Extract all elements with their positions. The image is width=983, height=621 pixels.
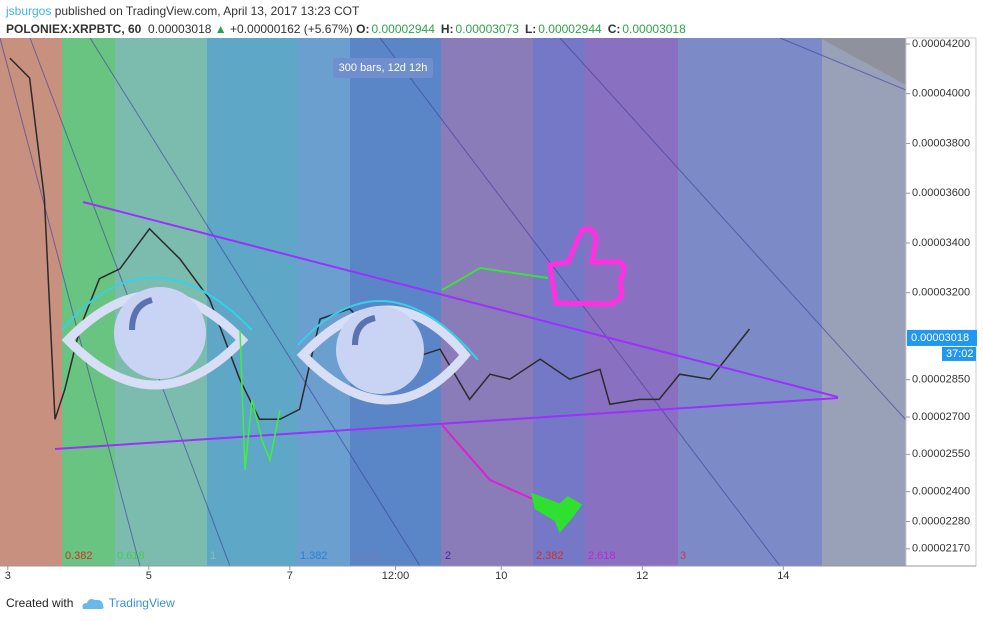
chart: 300 bars, 12d 12h 0.00002170 0.00002280 0.… (0, 37, 977, 582)
y-tick-label: 0.00002550 (912, 448, 970, 460)
y-tick-label: 0.00003600 (912, 187, 970, 199)
x-tick-label: 12:00 (382, 570, 410, 582)
fib-label: 2.382 (536, 550, 564, 562)
fib-label: 3 (680, 550, 686, 562)
symbol: POLONIEX:XRPBTC, 60 (6, 22, 142, 36)
drawings (54, 201, 839, 533)
ohlc-value: 0.00002944 (538, 22, 602, 36)
countdown: 37:02 (946, 348, 974, 360)
bars-note: 300 bars, 12d 12h (339, 62, 428, 74)
y-tick-label: 0.00002850 (912, 374, 970, 386)
y-tick-label: 0.00002700 (912, 411, 970, 423)
y-tick-label: 0.00002170 (912, 543, 970, 555)
fib-zones (0, 38, 906, 566)
fib-label: 1.618 (353, 550, 381, 562)
created-with: Created with (6, 596, 74, 610)
y-axis-panel (905, 37, 977, 567)
logo (82, 598, 104, 609)
last-price-label: 0.00003018 (911, 332, 969, 344)
footer: Created with TradingView (6, 596, 175, 611)
y-tick-label: 0.00004000 (912, 88, 970, 100)
y-tick-label: 0.00003200 (912, 287, 970, 299)
fib-label: 1 (210, 550, 216, 562)
fib-label: 0.382 (65, 550, 93, 562)
ohlc-value: 0.00003018 (622, 22, 686, 36)
x-tick-label: 5 (146, 570, 152, 582)
countdown-bg (942, 346, 976, 361)
x-tick-label: 12 (636, 570, 648, 582)
published: published on TradingView.com, April 13, … (54, 4, 360, 18)
x-tick-label: 3 (5, 570, 11, 582)
ohlc-label: H: (440, 22, 454, 36)
y-tick-label: 0.00003800 (912, 137, 970, 149)
author[interactable]: jsburgos (6, 4, 52, 18)
x-tick-label: 14 (777, 570, 789, 582)
price: 0.00003018 (148, 22, 212, 36)
last-price-tag (907, 329, 977, 346)
ohlc-label: O: (356, 22, 370, 36)
arrow: ▲ (214, 22, 227, 36)
y-tick-label: 0.00002400 (912, 486, 970, 498)
y-tick-label: 0.00004200 (912, 38, 970, 50)
x-tick-label: 7 (287, 570, 293, 582)
ohlc-label: L: (524, 22, 537, 36)
header-line: jsburgos published on TradingView.com, A… (6, 4, 359, 18)
fib-label: 1.382 (300, 550, 328, 562)
y-tick-label: 0.00003400 (912, 237, 970, 249)
ohlc-label: C: (607, 22, 621, 36)
change: +0.00000162 (+5.67%) (230, 22, 353, 36)
fib-label: 2 (445, 550, 451, 562)
y-tick-label: 0.00002280 (912, 515, 970, 527)
ohlc: O: 0.00002944 H: 0.00003073 L: 0.00002944 C: 0.… (356, 22, 692, 36)
bars-badge (333, 58, 433, 78)
fib-label: 0.618 (117, 550, 145, 562)
x-tick-label: 10 (495, 570, 507, 582)
symbol-line: POLONIEX:XRPBTC, 60 0.00003018 ▲ +0.0000… (6, 22, 692, 36)
fib-label: 2.618 (588, 550, 616, 562)
brand[interactable]: TradingView (108, 596, 175, 610)
ohlc-value: 0.00002944 (371, 22, 435, 36)
price-line (9, 57, 751, 421)
ohlc-value: 0.00003073 (455, 22, 519, 36)
